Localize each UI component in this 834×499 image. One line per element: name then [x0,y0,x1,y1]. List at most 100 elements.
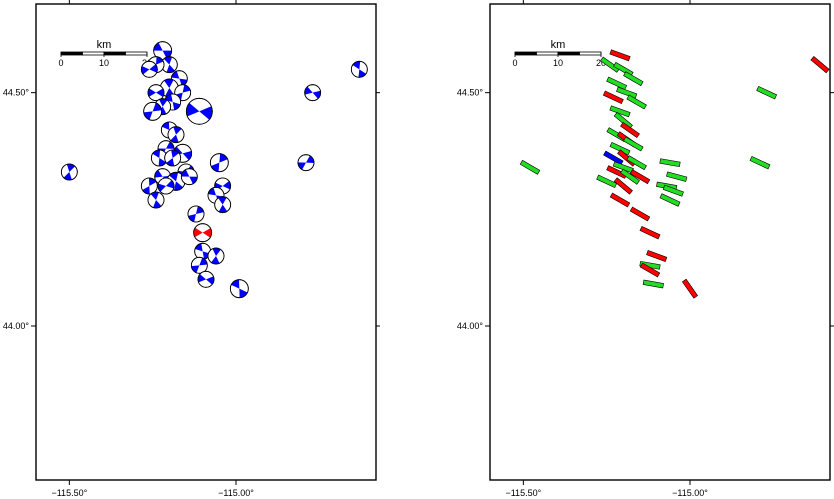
stress-axis-bar [600,56,620,73]
beachball-quadrant [166,180,174,189]
scale-bar-segment [536,51,559,56]
stress-bar-body [626,155,647,171]
stress-bar-body [626,94,647,110]
stress-axis-bar [639,225,661,240]
beachball-quadrant [182,151,192,161]
beachball-quadrant [166,158,175,166]
beachball-quadrant [152,102,162,112]
stress-bar-body [623,136,644,152]
stress-bar-body [602,90,624,105]
beachball-rim [207,247,225,265]
beachball-quadrant [219,153,228,163]
beachball-rim [304,84,322,102]
beachball-marker [147,84,165,102]
stress-bar-body [603,150,624,166]
beachball-quadrant [166,64,175,73]
beachball-quadrant [156,56,164,65]
stress-axis-bar [616,86,638,99]
scale-bar-title: km [551,39,566,51]
beachball-quadrant [171,150,179,158]
beachball-quadrant [181,169,190,177]
beachball-marker [164,149,182,167]
y-tick-label: 44.50° [3,88,30,98]
beachball-quadrant [211,256,220,264]
stress-axis-bar [609,141,631,156]
beachball-rim [147,191,165,209]
stress-bar-body [646,250,668,262]
beachball-marker [209,153,229,173]
stress-bar-body [629,206,651,222]
stress-axis-bar [596,174,618,189]
beachball-marker [229,279,249,299]
beachball-quadrant [202,228,212,238]
stress-axis-bar [666,171,688,182]
beachball-quadrant [191,265,200,273]
x-tick-label: −115.00° [218,488,254,498]
stress-axis-bar [810,56,830,74]
stress-bar-body [606,76,628,91]
beachball-quadrant [186,102,200,117]
beachball-quadrant [171,71,180,79]
y-tick-label: 44.50° [457,88,484,98]
stress-bar-body [609,192,631,208]
stress-axis-bar [646,250,668,262]
stress-bar-body [620,121,640,139]
stress-bar-body [609,49,631,62]
beachball-quadrant [162,50,172,59]
beachball-rim [174,84,192,102]
beachball-marker [187,205,205,223]
stress-axis-bar [609,105,631,118]
scale-bar-label: 20 [596,58,606,68]
scale-bar-segment [60,51,83,56]
beachball-quadrant [189,176,198,184]
beachball-quadrant [170,134,179,143]
beachball-marker [304,84,322,102]
stress-bar-body [600,56,620,73]
stress-axis-bar [659,193,681,207]
beachball-rim [209,153,229,173]
stress-axis-bar [613,177,633,195]
stress-bar-body [749,155,771,170]
stress-bar-body [756,85,778,100]
stress-bar-body [616,86,638,99]
stress-bar-body [662,184,684,197]
beachball-quadrant [196,206,204,214]
beachball-quadrant [222,181,231,190]
stress-axis-bar [629,206,651,222]
beachball-quadrant [169,172,179,182]
beachball-rim [147,84,165,102]
stress-axis-bar [626,94,647,110]
right-map-panel: −115.50° −115.00° 44.50° 44.00° km 0 10 20 [457,0,834,498]
beachball-quadrant [193,227,203,238]
beachball-quadrant [210,162,220,172]
stress-bar-body [659,193,681,207]
stress-axis-bar [606,76,628,91]
x-tick-label: −115.50° [51,488,87,498]
beachball-marker [297,154,315,172]
beachball-quadrant [218,204,228,213]
beachball-quadrant [149,64,158,73]
beachball-rim [187,205,205,223]
beachball-rim [140,177,158,195]
beachball-quadrant [148,88,156,97]
beachball-rim [180,168,198,186]
y-tick-label: 44.00° [457,321,484,331]
beachball-rim [214,196,232,214]
beachball-quadrant [143,111,153,120]
stress-bar-body [613,177,633,195]
scale-bar-label: 0 [512,58,517,68]
beachball-rim [185,97,213,125]
beachball-marker [140,177,158,195]
stress-axis-bar [620,121,640,139]
beachball-marker [185,97,213,125]
stress-bar-body [810,56,830,74]
stress-bar-body [639,225,661,240]
stress-axis-bar [613,112,633,130]
beachball-quadrant [163,56,173,65]
stress-bar-body [609,105,631,118]
stress-bar-body [620,168,640,185]
stress-axis-bar [519,159,541,175]
beachball-quadrant [218,196,227,205]
